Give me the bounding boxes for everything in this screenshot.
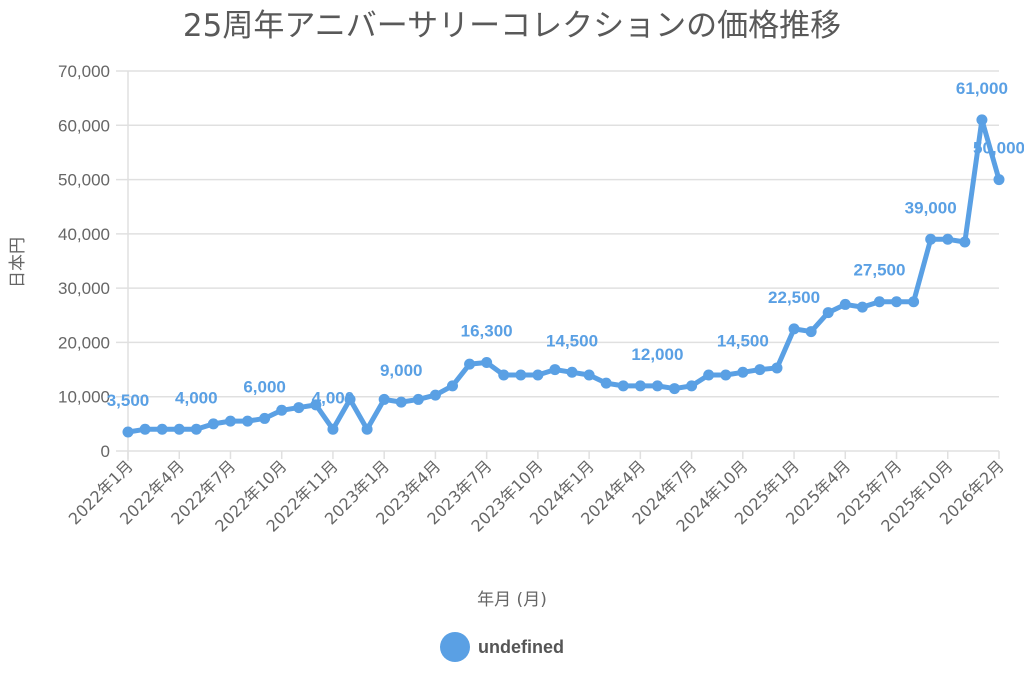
data-label: 4,000 [312, 388, 355, 407]
y-tick-label: 50,000 [58, 171, 110, 190]
data-label: 50,000 [973, 139, 1024, 158]
data-point [754, 364, 766, 376]
data-point [908, 296, 920, 308]
data-point [498, 369, 510, 381]
data-point [344, 393, 356, 405]
y-tick-label: 10,000 [58, 388, 110, 407]
data-point [925, 233, 937, 245]
data-point [446, 380, 458, 392]
data-point [207, 418, 219, 430]
data-point [839, 298, 851, 310]
data-point [515, 369, 527, 381]
data-point [942, 233, 954, 245]
data-point [429, 389, 441, 401]
data-point [891, 296, 903, 308]
data-point [617, 380, 629, 392]
data-point [310, 399, 322, 411]
y-axis-label: 日本円 [8, 237, 28, 288]
x-axis-label: 年月 (月) [477, 590, 547, 610]
data-label: 3,500 [107, 391, 150, 410]
data-point [224, 415, 236, 427]
data-point [873, 296, 885, 308]
legend[interactable]: undefined [440, 632, 564, 662]
data-point [993, 174, 1005, 186]
data-label: 61,000 [956, 79, 1008, 98]
data-label: 39,000 [905, 198, 957, 217]
data-point [173, 423, 185, 435]
data-point [190, 423, 202, 435]
y-tick-label: 40,000 [58, 225, 110, 244]
data-point [361, 423, 373, 435]
data-point [293, 402, 305, 414]
data-label: 14,500 [717, 331, 769, 350]
data-label: 12,000 [631, 345, 683, 364]
data-point [566, 366, 578, 378]
data-point [481, 357, 493, 369]
data-point [771, 362, 783, 374]
data-point [549, 364, 561, 376]
data-point [669, 383, 681, 395]
data-point [412, 393, 424, 405]
y-tick-label: 70,000 [58, 62, 110, 81]
data-label: 4,000 [175, 388, 218, 407]
data-point [720, 369, 732, 381]
data-point [156, 423, 168, 435]
data-point [242, 415, 254, 427]
data-point [139, 423, 151, 435]
data-point [464, 358, 476, 370]
data-point [378, 393, 390, 405]
data-point [703, 369, 715, 381]
data-point [737, 366, 749, 378]
data-label: 16,300 [461, 322, 513, 341]
data-point [856, 301, 868, 313]
y-tick-label: 20,000 [58, 333, 110, 352]
data-point [276, 404, 288, 416]
y-tick-label: 30,000 [58, 279, 110, 298]
data-point [805, 326, 817, 338]
series-line [127, 117, 1002, 435]
data-point [122, 426, 134, 438]
data-point [532, 369, 544, 381]
data-label: 9,000 [380, 361, 423, 380]
data-label: 14,500 [546, 331, 598, 350]
chart-title: 25周年アニバーサリーコレクションの価格推移 [182, 8, 842, 44]
legend-swatch [440, 632, 470, 662]
data-point [395, 396, 407, 408]
data-point [583, 369, 595, 381]
y-tick-label: 60,000 [58, 116, 110, 135]
y-tick-label: 0 [101, 442, 110, 461]
data-point [634, 380, 646, 392]
data-point [959, 236, 971, 248]
data-point [822, 307, 834, 319]
data-label: 22,500 [768, 288, 820, 307]
data-point [976, 114, 988, 126]
legend-label: undefined [478, 636, 564, 657]
data-label: 27,500 [853, 261, 905, 280]
data-point [686, 380, 698, 392]
data-point [259, 412, 271, 424]
data-point [651, 380, 663, 392]
data-point [600, 377, 612, 389]
data-label: 6,000 [243, 377, 286, 396]
data-point [327, 423, 339, 435]
data-point [788, 323, 800, 335]
